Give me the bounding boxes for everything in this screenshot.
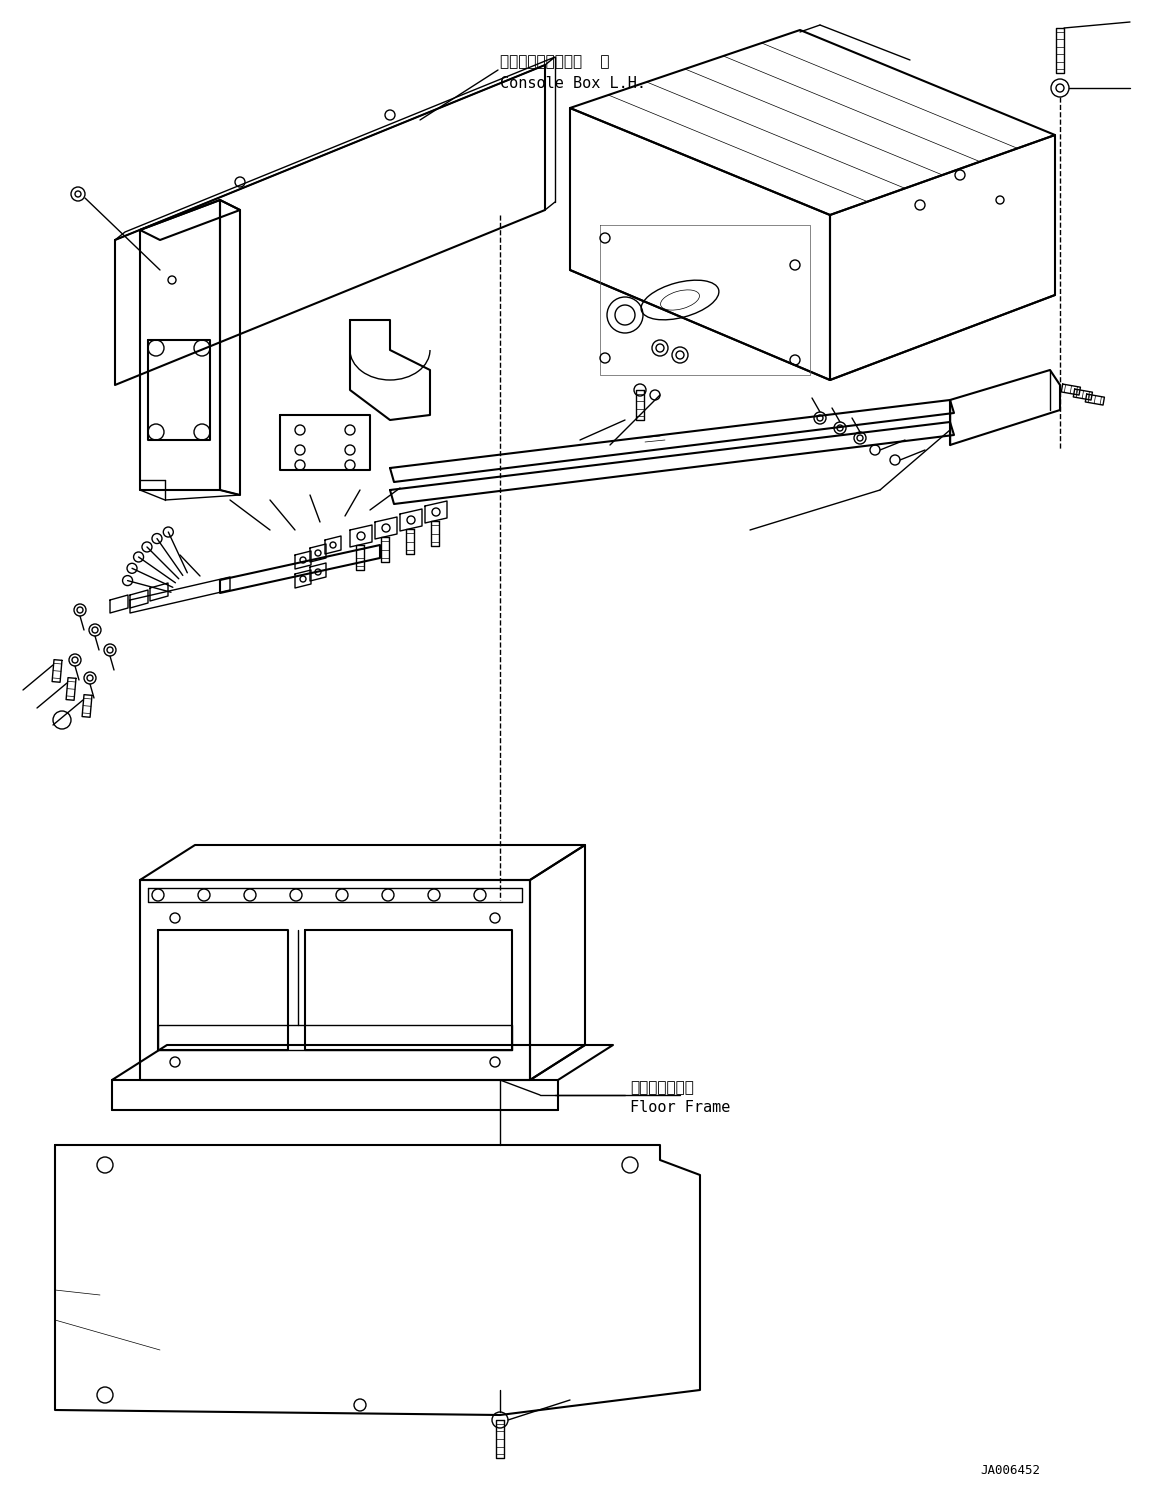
Text: Floor Frame: Floor Frame <box>631 1101 730 1116</box>
Text: コンソールボックス  左: コンソールボックス 左 <box>500 55 610 70</box>
Text: フロアフレーム: フロアフレーム <box>631 1080 694 1095</box>
Text: Console Box L.H.: Console Box L.H. <box>500 76 646 91</box>
Text: JA006452: JA006452 <box>980 1464 1040 1477</box>
